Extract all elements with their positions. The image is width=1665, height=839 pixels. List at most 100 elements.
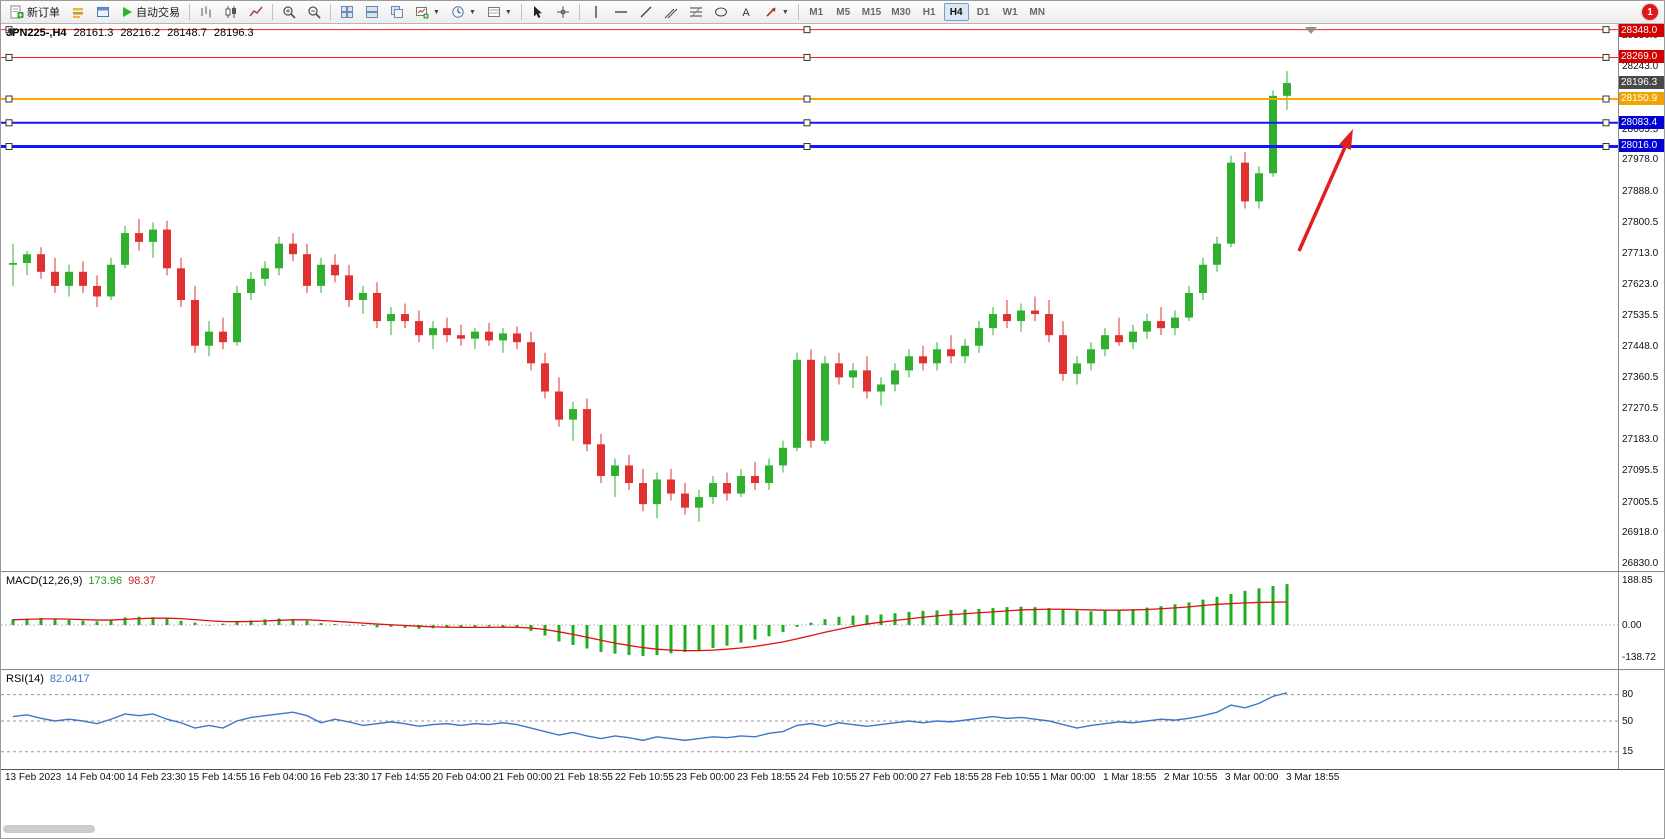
timeframe-m1-button[interactable]: M1 [804, 3, 829, 21]
trendline-tool-button[interactable] [634, 2, 658, 22]
indicator-list-button[interactable] [66, 2, 90, 22]
panel-splitter[interactable] [1, 571, 1664, 573]
price-badge: 28150.9 [1619, 92, 1664, 105]
hline-handle[interactable] [1602, 26, 1610, 34]
crosshair-tool-button[interactable] [551, 2, 575, 22]
price-scale-label: 27005.5 [1622, 496, 1659, 508]
period-selector-button[interactable]: ▼ [446, 2, 481, 22]
timeframe-h4-button[interactable]: H4 [943, 3, 969, 21]
timeframe-m30-button[interactable]: M30 [887, 3, 914, 21]
rsi-value: 82.0417 [49, 673, 90, 685]
price-scale-label: 27360.5 [1622, 371, 1659, 383]
line-chart-mode-button[interactable] [244, 2, 268, 22]
chart-info-icon[interactable] [6, 27, 17, 38]
candle-chart-mode-button[interactable] [219, 2, 243, 22]
chart-shift-marker[interactable] [1305, 27, 1317, 34]
time-axis-label: 14 Feb 04:00 [66, 772, 125, 783]
timeframe-h1-button[interactable]: H1 [917, 3, 942, 21]
rsi-scale-label: 80 [1622, 689, 1634, 701]
time-axis-label: 1 Mar 18:55 [1103, 772, 1157, 783]
time-axis-label: 28 Feb 10:55 [981, 772, 1040, 783]
main-chart-panel[interactable]: JPN225-,H4 28161.3 28216.2 28148.7 28196… [1, 24, 1618, 571]
macd-scale-label: 188.85 [1622, 575, 1653, 587]
chart-header: JPN225-,H4 28161.3 28216.2 28148.7 28196… [6, 27, 254, 39]
hline-handle[interactable] [803, 26, 811, 34]
timeframe-mn-button[interactable]: MN [1025, 3, 1050, 21]
price-badge: 28083.4 [1619, 115, 1664, 129]
hline-handle[interactable] [5, 142, 13, 150]
hline-handle[interactable] [1602, 142, 1610, 150]
timeframe-toolbar: M1 M5 M15 M30 H1 H4 D1 W1 MN [803, 3, 1051, 21]
channel-tool-button[interactable] [659, 2, 683, 22]
hline-handle[interactable] [5, 119, 13, 127]
vertical-line-tool-button[interactable] [584, 2, 608, 22]
new-order-label: 新订单 [27, 7, 60, 19]
new-order-button[interactable]: 新订单 [5, 2, 65, 22]
zoom-out-button[interactable] [302, 2, 326, 22]
price-scale-label: 27713.0 [1622, 247, 1659, 259]
zoom-in-button[interactable] [277, 2, 301, 22]
shapes-tool-button[interactable] [709, 2, 733, 22]
toolbar-separator [272, 4, 273, 20]
price-badge: 28348.0 [1619, 24, 1664, 37]
panel-splitter[interactable] [1, 669, 1664, 671]
toolbar-separator [520, 4, 522, 20]
rsi-scale-label: 15 [1622, 746, 1634, 758]
arrows-tool-button[interactable]: ▼ [759, 2, 794, 22]
horizontal-line-tool-button[interactable] [609, 2, 633, 22]
template-button[interactable]: ▼ [482, 2, 517, 22]
time-axis-label: 14 Feb 23:30 [127, 772, 186, 783]
chevron-down-icon: ▼ [781, 8, 789, 16]
price-scale-label: 27448.0 [1622, 340, 1659, 352]
timeframe-d1-button[interactable]: D1 [971, 3, 996, 21]
chart-template-icon [487, 7, 500, 17]
autotrade-button[interactable]: 自动交易 [116, 2, 185, 22]
bar-chart-mode-button[interactable] [194, 2, 218, 22]
arrow-tool-icon [766, 7, 776, 17]
horizontal-scrollbar-thumb[interactable] [3, 825, 95, 833]
notification-badge[interactable]: 1 [1642, 4, 1658, 20]
arrange-windows-icon [366, 6, 378, 18]
time-axis-label: 24 Feb 10:55 [798, 772, 857, 783]
ohlc-high: 28216.2 [120, 27, 161, 39]
hline-handle[interactable] [803, 95, 811, 103]
hline-handle[interactable] [803, 53, 811, 61]
hline-handle[interactable] [803, 119, 811, 127]
price-scale-label: 28330.0 [1622, 30, 1659, 42]
macd-scale-label: 0.00 [1622, 619, 1642, 631]
text-tool-button[interactable]: A [734, 2, 758, 22]
time-axis-label: 3 Mar 00:00 [1225, 772, 1279, 783]
trend-arrow[interactable] [1297, 146, 1347, 252]
macd-panel[interactable]: MACD(12,26,9) 173.96 98.37 [1, 573, 1618, 669]
price-scale-label: 27978.0 [1622, 154, 1659, 166]
text-icon: A [742, 7, 750, 19]
cascade-windows-button[interactable] [385, 2, 409, 22]
cursor-tool-button[interactable] [526, 2, 550, 22]
main-chart-canvas[interactable] [1, 24, 1618, 571]
hline-handle[interactable] [1602, 95, 1610, 103]
equidistant-channel-icon [664, 8, 678, 19]
price-badge: 28196.3 [1619, 76, 1664, 90]
ohlc-open: 28161.3 [73, 27, 114, 39]
hline-handle[interactable] [1602, 53, 1610, 61]
hline-handle[interactable] [5, 95, 13, 103]
hline-handle[interactable] [5, 53, 13, 61]
tile-windows-icon [341, 6, 353, 18]
tile-windows-button[interactable] [335, 2, 359, 22]
data-window-button[interactable] [91, 2, 115, 22]
fibonacci-tool-button[interactable] [684, 2, 708, 22]
trend-arrow-head[interactable] [1338, 129, 1353, 150]
fibonacci-icon [689, 6, 702, 18]
timeframe-w1-button[interactable]: W1 [998, 3, 1023, 21]
rsi-panel[interactable]: RSI(14) 82.0417 [1, 671, 1618, 769]
new-chart-button[interactable]: ▼ [410, 2, 445, 22]
arrange-windows-button[interactable] [360, 2, 384, 22]
time-axis-label: 16 Feb 23:30 [310, 772, 369, 783]
autotrade-play-icon [123, 7, 132, 17]
shapes-icon [714, 7, 727, 17]
timeframe-m15-button[interactable]: M15 [858, 3, 885, 21]
hline-handle[interactable] [1602, 119, 1610, 127]
timeframe-m5-button[interactable]: M5 [831, 3, 856, 21]
hline-handle[interactable] [803, 142, 811, 150]
time-axis[interactable]: 13 Feb 2023 14 Feb 04:00 14 Feb 23:30 15 Fe… [1, 772, 1618, 786]
